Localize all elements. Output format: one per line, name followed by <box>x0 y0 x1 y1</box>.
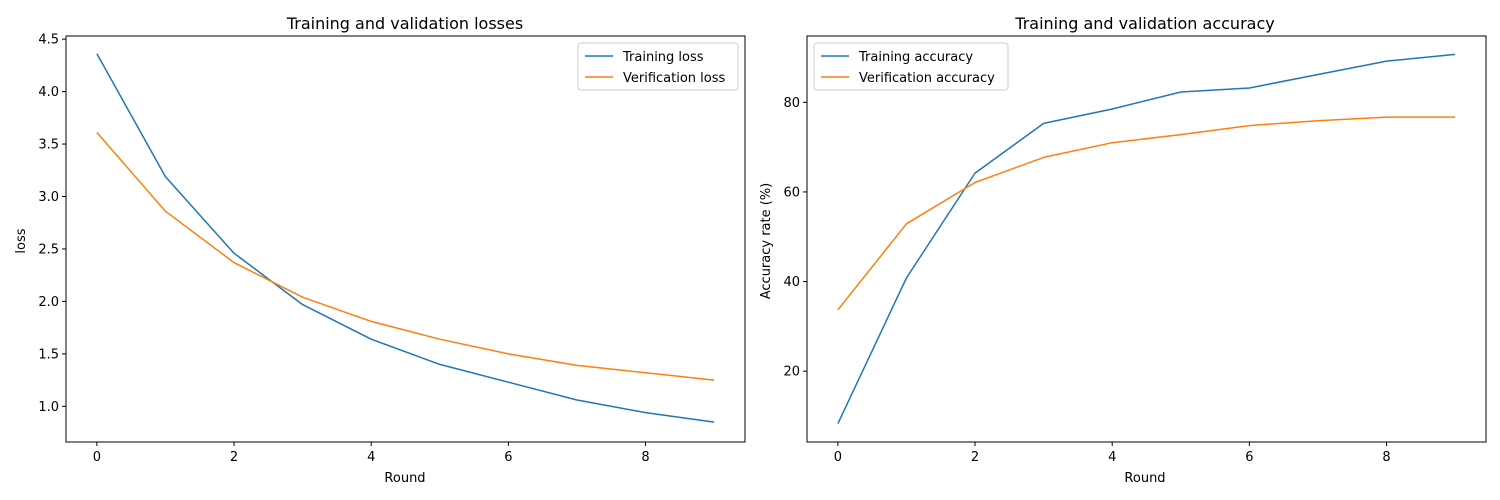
accuracy-axes-frame <box>806 35 1487 443</box>
losses-x-tick-label: 4 <box>367 450 375 465</box>
accuracy-legend-box <box>813 42 1009 91</box>
losses-x-axis-label: Round <box>384 471 425 486</box>
accuracy-panel: Training and validation accuracy Round A… <box>759 14 1487 486</box>
losses-y-tick-label: 1.5 <box>38 347 59 362</box>
losses-x-tick-label: 8 <box>641 450 649 465</box>
losses-y-tick-label: 3.5 <box>38 138 59 153</box>
accuracy-x-tick-label: 6 <box>1245 450 1253 465</box>
accuracy-y-tick-label: 80 <box>783 96 800 111</box>
legend-label-verification-loss: Verification loss <box>623 71 726 86</box>
accuracy-y-tick-label: 20 <box>783 365 800 380</box>
losses-ticks: 0 2 4 6 8 1.0 1.5 2.0 2.5 3.0 3.5 4.0 4.5 <box>38 33 649 465</box>
losses-x-tick-label: 2 <box>230 450 238 465</box>
losses-y-tick-label: 4.0 <box>38 85 59 100</box>
losses-panel: Training and validation losses Round los… <box>14 14 746 486</box>
losses-y-axis-label: loss <box>14 228 29 253</box>
series-line-training-loss <box>96 53 715 423</box>
losses-x-tick-label: 0 <box>93 450 101 465</box>
legend-label-training-loss: Training loss <box>622 50 704 65</box>
accuracy-x-tick-label: 0 <box>834 450 842 465</box>
series-line-training-accuracy <box>837 53 1456 424</box>
losses-x-tick-label: 6 <box>504 450 512 465</box>
accuracy-y-tick-label: 60 <box>783 185 800 200</box>
accuracy-x-tick-label: 2 <box>971 450 979 465</box>
legend-label-training-accuracy: Training accuracy <box>858 50 973 65</box>
losses-legend-box <box>577 42 739 91</box>
losses-lines <box>96 53 715 423</box>
losses-chart-title: Training and validation losses <box>286 14 523 33</box>
legend-label-verification-accuracy: Verification accuracy <box>859 71 995 86</box>
losses-y-tick-label: 2.5 <box>38 242 59 257</box>
losses-y-tick-label: 3.0 <box>38 190 59 205</box>
losses-y-tick-label: 1.0 <box>38 400 59 415</box>
accuracy-ticks: 0 2 4 6 8 20 40 60 80 <box>783 96 1390 465</box>
series-line-verification-loss <box>96 132 715 381</box>
accuracy-x-axis-label: Round <box>1124 471 1165 486</box>
accuracy-lines <box>837 53 1456 424</box>
losses-y-tick-label: 2.0 <box>38 295 59 310</box>
accuracy-legend: Training accuracy Verification accuracy <box>813 42 1009 91</box>
accuracy-y-axis-label: Accuracy rate (%) <box>759 183 774 300</box>
losses-y-tick-label: 4.5 <box>38 33 59 48</box>
accuracy-chart-title: Training and validation accuracy <box>1014 14 1274 33</box>
losses-axes-frame <box>65 35 746 443</box>
accuracy-x-tick-label: 4 <box>1108 450 1116 465</box>
losses-legend: Training loss Verification loss <box>577 42 739 91</box>
series-line-verification-accuracy <box>837 116 1456 311</box>
accuracy-x-tick-label: 8 <box>1382 450 1390 465</box>
accuracy-y-tick-label: 40 <box>783 275 800 290</box>
